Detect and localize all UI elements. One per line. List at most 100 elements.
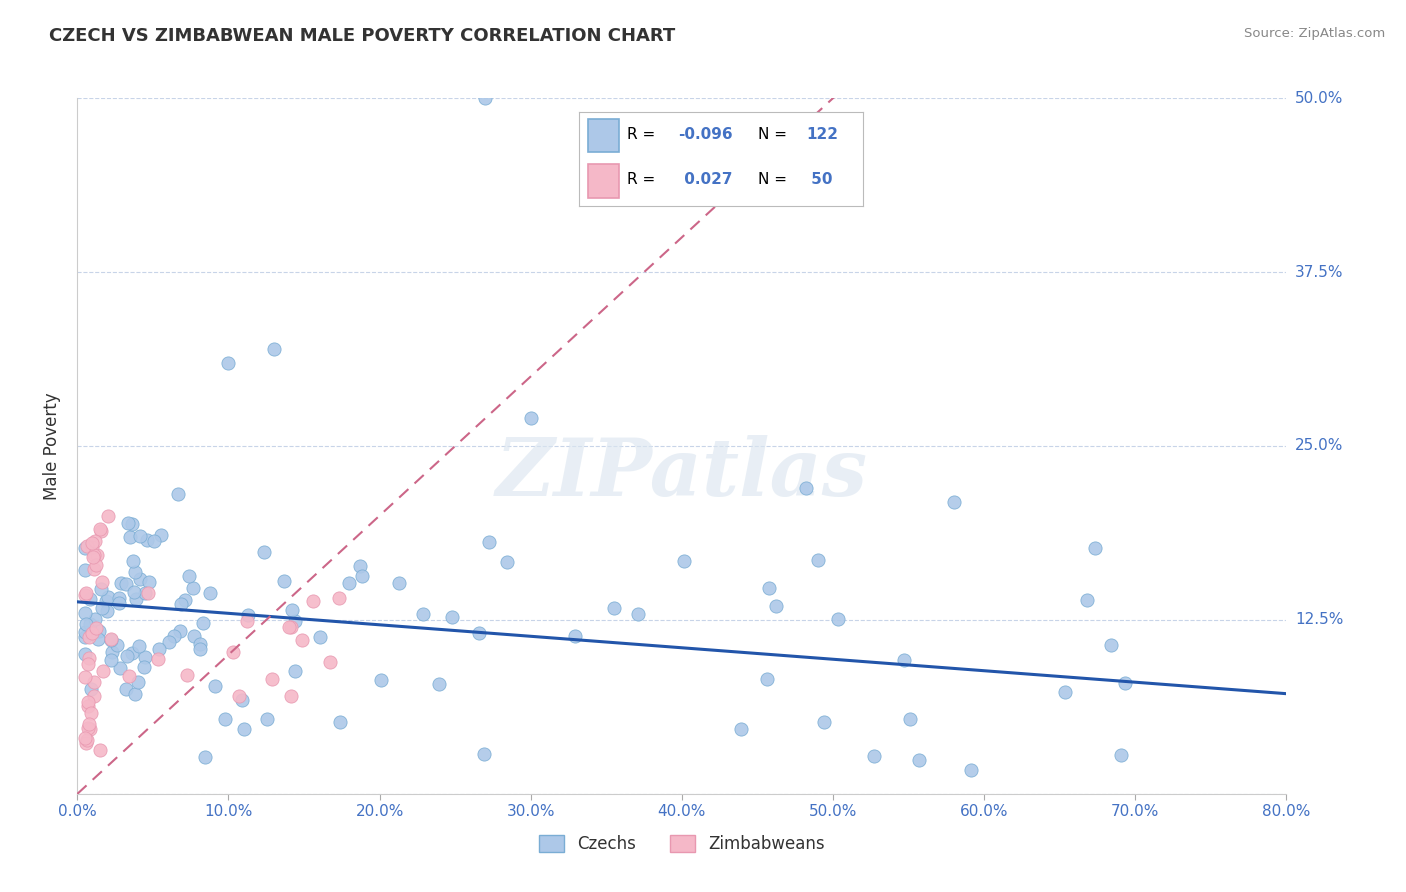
Point <box>281 603 304 617</box>
Point <box>758 581 780 595</box>
Point <box>765 599 787 613</box>
Point <box>115 577 138 591</box>
Point <box>813 715 835 730</box>
Point <box>143 533 166 548</box>
Point <box>75 585 97 599</box>
Point <box>730 722 752 736</box>
Point <box>388 575 411 590</box>
Point <box>564 629 586 643</box>
Point <box>1114 676 1136 690</box>
Point <box>260 672 283 686</box>
Point <box>468 626 491 640</box>
Point <box>256 712 278 726</box>
Point <box>114 681 136 696</box>
Point <box>429 677 451 691</box>
Point <box>942 494 965 508</box>
Point <box>222 645 245 659</box>
Point <box>807 553 830 567</box>
Text: ZIPatlas: ZIPatlas <box>496 435 868 513</box>
Point <box>83 674 105 689</box>
Point <box>121 646 143 660</box>
Point <box>309 630 332 644</box>
Point <box>136 533 159 547</box>
Point <box>907 753 929 767</box>
Point <box>280 690 302 704</box>
Point <box>291 632 314 647</box>
Point <box>136 586 159 600</box>
Point <box>90 582 112 597</box>
Point <box>84 612 107 626</box>
Point <box>863 748 886 763</box>
Point <box>86 548 108 562</box>
Point <box>115 648 138 663</box>
Point <box>84 533 107 548</box>
Point <box>75 670 97 684</box>
Point <box>73 563 96 577</box>
Point <box>170 597 193 611</box>
Point <box>626 607 648 621</box>
Point <box>129 529 152 543</box>
Point <box>91 575 114 590</box>
Point <box>284 665 307 679</box>
Point <box>79 592 101 607</box>
Point <box>90 524 112 538</box>
Point <box>91 664 114 678</box>
Point <box>960 763 983 777</box>
Point <box>108 596 131 610</box>
Point <box>231 693 253 707</box>
Point <box>75 736 97 750</box>
Legend: Czechs, Zimbabweans: Czechs, Zimbabweans <box>533 829 831 860</box>
Point <box>329 714 352 729</box>
Point <box>79 682 101 697</box>
Point <box>1076 593 1098 607</box>
Point <box>94 594 117 608</box>
Point <box>84 621 107 635</box>
Point <box>233 722 256 736</box>
Point <box>337 575 360 590</box>
Point <box>328 591 350 605</box>
Point <box>228 690 250 704</box>
Point <box>83 548 105 562</box>
Point <box>148 642 170 657</box>
Point <box>520 411 543 425</box>
Point <box>89 523 111 537</box>
Point <box>73 647 96 661</box>
Point <box>73 731 96 746</box>
Point <box>412 607 434 621</box>
Point <box>440 609 463 624</box>
Point <box>100 633 122 648</box>
Point <box>89 743 111 757</box>
Point <box>127 675 149 690</box>
Point <box>80 706 103 720</box>
Point <box>83 689 105 703</box>
Point <box>204 679 226 693</box>
Point <box>478 535 501 549</box>
Point <box>122 585 145 599</box>
Text: CZECH VS ZIMBABWEAN MALE POVERTY CORRELATION CHART: CZECH VS ZIMBABWEAN MALE POVERTY CORRELA… <box>49 27 675 45</box>
Point <box>76 698 98 713</box>
Point <box>79 617 101 632</box>
Point <box>73 541 96 555</box>
Point <box>79 722 101 736</box>
Point <box>238 607 260 622</box>
Point <box>794 481 817 495</box>
Point <box>755 672 778 686</box>
Point <box>79 717 101 731</box>
Text: 25.0%: 25.0% <box>1295 439 1343 453</box>
Point <box>138 575 160 590</box>
Point <box>893 653 915 667</box>
Point <box>128 639 150 653</box>
Text: Source: ZipAtlas.com: Source: ZipAtlas.com <box>1244 27 1385 40</box>
Point <box>193 615 215 630</box>
Point <box>87 632 110 646</box>
Point <box>149 528 172 542</box>
Point <box>76 539 98 553</box>
Point <box>253 544 276 558</box>
Point <box>280 620 302 634</box>
Point <box>672 553 695 567</box>
Point <box>1109 747 1132 762</box>
Point <box>827 612 849 626</box>
Point <box>370 673 392 687</box>
Point <box>157 634 180 648</box>
Point <box>73 606 96 620</box>
